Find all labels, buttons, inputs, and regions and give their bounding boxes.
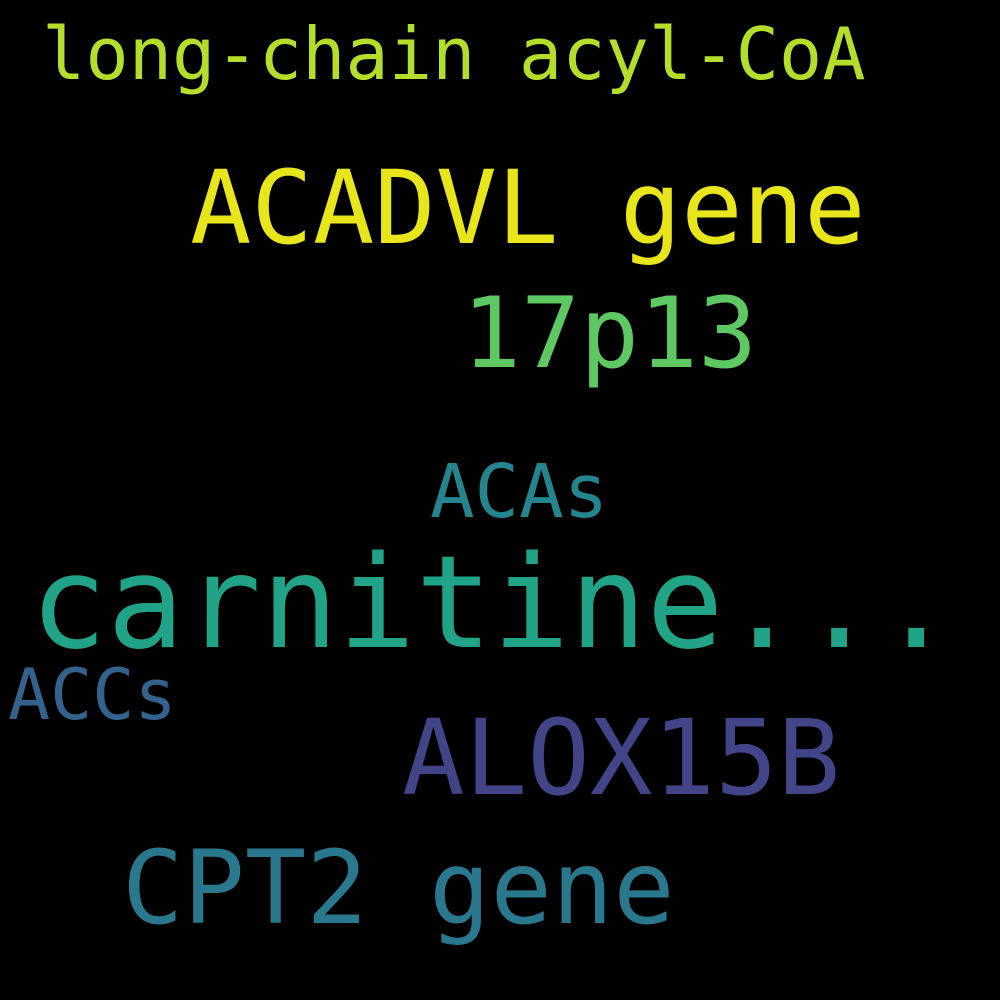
word-alox15b: ALOX15B bbox=[402, 697, 841, 819]
word-accs: ACCs bbox=[8, 654, 177, 736]
word-acadvl-gene: ACADVL gene bbox=[190, 149, 866, 268]
word-17p13: 17p13 bbox=[462, 277, 758, 391]
word-long-chain-acyl-coa: long-chain acyl-CoA bbox=[42, 12, 866, 96]
word-carnitine: carnitine... bbox=[30, 529, 955, 678]
word-acas: ACAs bbox=[430, 449, 609, 535]
word-cpt2-gene: CPT2 gene bbox=[122, 829, 675, 948]
